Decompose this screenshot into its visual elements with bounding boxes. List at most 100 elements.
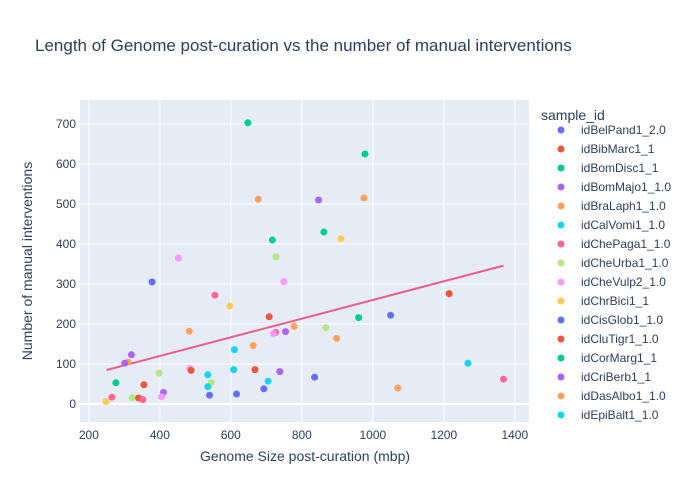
legend-marker [557, 335, 565, 343]
legend-item-label[interactable]: idCluTigr1_1.0 [581, 332, 659, 346]
data-point[interactable] [355, 314, 363, 322]
x-tick-label: 600 [221, 428, 241, 442]
data-point[interactable] [185, 327, 193, 335]
data-point[interactable] [226, 302, 234, 310]
legend-item-label[interactable]: idBraLaph1_1.0 [581, 199, 666, 213]
data-point[interactable] [121, 359, 129, 367]
y-tick-label: 400 [56, 237, 76, 251]
data-point[interactable] [322, 324, 330, 332]
data-point[interactable] [206, 391, 214, 399]
data-point[interactable] [315, 196, 323, 204]
y-tick-label: 100 [56, 357, 76, 371]
legend-marker [557, 297, 565, 305]
data-point[interactable] [254, 195, 262, 203]
data-point[interactable] [387, 311, 395, 319]
y-tick-labels: 0 100 200 300 400 500 600 700 [56, 117, 76, 411]
data-point[interactable] [204, 383, 212, 391]
legend-item-label[interactable]: idCriBerb1_1 [581, 370, 651, 384]
legend-marker [557, 278, 565, 286]
legend-item-label[interactable]: idBomMajo1_1.0 [581, 180, 671, 194]
y-tick-label: 0 [69, 397, 76, 411]
legend-item-label[interactable]: idChrBici1_1 [581, 294, 649, 308]
data-point[interactable] [360, 194, 368, 202]
y-tick-label: 700 [56, 117, 76, 131]
data-point[interactable] [282, 328, 290, 336]
data-point[interactable] [139, 396, 147, 404]
legend-item-label[interactable]: idDasAlbo1_1.0 [581, 389, 666, 403]
legend-item-label[interactable]: idCorMarg1_1 [581, 351, 657, 365]
data-point[interactable] [276, 368, 284, 376]
x-axis-label: Genome Size post-curation (mbp) [200, 448, 410, 464]
data-point[interactable] [112, 379, 120, 387]
data-point[interactable] [361, 150, 369, 158]
data-point[interactable] [269, 330, 277, 338]
data-point[interactable] [464, 359, 472, 367]
data-point[interactable] [102, 398, 110, 406]
legend-marker [557, 164, 565, 172]
x-tick-labels: 200 400 600 800 1000 1200 1400 [79, 428, 529, 442]
data-point[interactable] [158, 393, 166, 401]
legend-marker [557, 202, 565, 210]
data-point[interactable] [499, 375, 507, 383]
legend-item-label[interactable]: idBelPand1_2.0 [581, 123, 666, 137]
data-point[interactable] [211, 291, 219, 299]
data-points [102, 119, 507, 406]
legend-marker [557, 259, 565, 267]
data-point[interactable] [128, 394, 136, 402]
data-point[interactable] [333, 334, 341, 342]
data-point[interactable] [204, 371, 212, 379]
legend-item-label[interactable]: idCheVulp2_1.0 [581, 275, 666, 289]
data-point[interactable] [445, 290, 453, 298]
legend-marker [557, 392, 565, 400]
data-point[interactable] [251, 366, 259, 374]
data-point[interactable] [127, 351, 135, 359]
data-point[interactable] [290, 322, 298, 330]
data-point[interactable] [187, 366, 195, 374]
data-point[interactable] [337, 235, 345, 243]
legend-item-label[interactable]: idBomDisc1_1 [581, 161, 659, 175]
legend-marker [557, 221, 565, 229]
x-tick-label: 1200 [430, 428, 457, 442]
data-point[interactable] [230, 366, 238, 374]
data-point[interactable] [311, 373, 319, 381]
legend-item-label[interactable]: idChePaga1_1.0 [581, 237, 671, 251]
data-point[interactable] [230, 346, 238, 354]
legend-marker [557, 316, 565, 324]
data-point[interactable] [140, 381, 148, 389]
data-point[interactable] [272, 253, 280, 261]
trendline-group [106, 264, 504, 371]
plot-background [80, 100, 529, 422]
y-axis-label: Number of manual interventions [19, 162, 35, 360]
y-tick-label: 600 [56, 157, 76, 171]
x-tick-label: 1400 [501, 428, 528, 442]
data-point[interactable] [233, 390, 241, 398]
x-tick-label: 800 [292, 428, 312, 442]
data-point[interactable] [244, 119, 252, 127]
y-tick-label: 300 [56, 277, 76, 291]
data-point[interactable] [249, 342, 257, 350]
legend-item-label[interactable]: idCheUrba1_1.0 [581, 256, 669, 270]
data-point[interactable] [260, 385, 268, 393]
data-point[interactable] [108, 393, 116, 401]
data-point[interactable] [280, 278, 288, 286]
data-point[interactable] [155, 369, 163, 377]
data-point[interactable] [394, 384, 402, 392]
legend-title: sample_id [541, 107, 605, 123]
legend: idBelPand1_2.0 idBibMarc1_1 idBomDisc1_1id… [557, 123, 671, 422]
y-tick-label: 200 [56, 317, 76, 331]
data-point[interactable] [148, 278, 156, 286]
legend-marker [557, 373, 565, 381]
data-point[interactable] [320, 228, 328, 236]
legend-item-label[interactable]: idEpiBalt1_1.0 [581, 408, 659, 422]
data-point[interactable] [174, 254, 182, 262]
x-tick-label: 1000 [359, 428, 386, 442]
y-tick-label: 500 [56, 197, 76, 211]
data-point[interactable] [268, 236, 276, 244]
legend-marker [557, 411, 565, 419]
legend-item-label[interactable]: idCisGlob1_1.0 [581, 313, 663, 327]
data-point[interactable] [264, 377, 272, 385]
legend-item-label[interactable]: idCalVomi1_1.0 [581, 218, 665, 232]
data-point[interactable] [265, 313, 273, 321]
legend-item-label[interactable]: idBibMarc1_1 [581, 142, 655, 156]
